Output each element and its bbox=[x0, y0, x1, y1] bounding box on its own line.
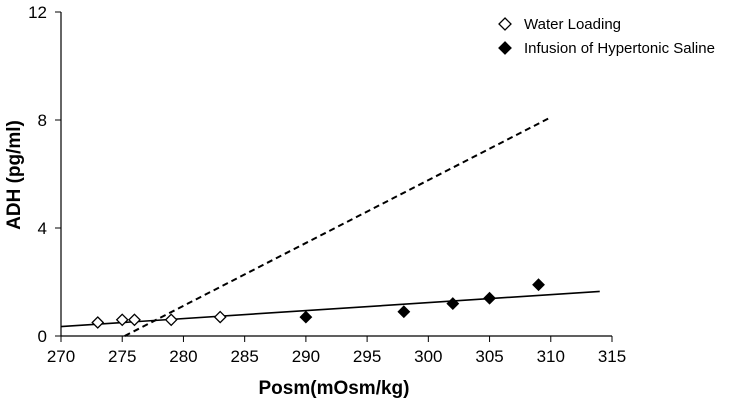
x-tick-label: 305 bbox=[475, 347, 503, 366]
y-tick-label: 4 bbox=[38, 219, 47, 238]
dashed-regression-line bbox=[124, 116, 552, 337]
hypertonic-saline-point bbox=[483, 291, 496, 305]
x-tick-label: 295 bbox=[353, 347, 381, 366]
solid-regression-line bbox=[60, 290, 600, 328]
x-tick-label: 300 bbox=[414, 347, 442, 366]
x-tick-label: 280 bbox=[169, 347, 197, 366]
water-loading-point bbox=[164, 313, 178, 327]
legend-marker-water-loading bbox=[498, 17, 512, 31]
water-loading-point bbox=[128, 313, 141, 327]
hypertonic-saline-point bbox=[299, 310, 313, 324]
x-tick-label: 315 bbox=[598, 347, 626, 366]
water-loading-point bbox=[91, 316, 105, 329]
water-loading-point bbox=[115, 313, 129, 327]
y-tick-label: 0 bbox=[38, 327, 47, 346]
legend-label-water-loading: Water Loading bbox=[524, 16, 621, 33]
hypertonic-saline-point bbox=[397, 305, 411, 319]
water-loading-point bbox=[213, 310, 227, 324]
x-axis-title: Posm(mOsm/kg) bbox=[259, 378, 410, 399]
axes-layer: 270 275 280 285 290 295 300 305 310 315 0 4 8 12 bbox=[28, 3, 626, 366]
x-tick-label: 270 bbox=[47, 347, 75, 366]
hypertonic-saline-point bbox=[532, 278, 545, 292]
x-tick-label: 310 bbox=[537, 347, 565, 366]
x-tick-label: 275 bbox=[108, 347, 136, 366]
y-tick-label: 8 bbox=[38, 111, 47, 130]
x-tick-label: 285 bbox=[230, 347, 258, 366]
legend-marker-hypertonic-saline bbox=[498, 41, 512, 55]
fit-lines-layer bbox=[60, 116, 600, 337]
hypertonic-saline-point bbox=[446, 297, 460, 311]
x-tick-label: 290 bbox=[292, 347, 320, 366]
legend: Water Loading Infusion of Hypertonic Sali… bbox=[498, 16, 715, 57]
y-axis-title: ADH (pg/ml) bbox=[4, 120, 25, 230]
y-tick-label: 12 bbox=[28, 3, 47, 22]
data-points-layer bbox=[91, 278, 545, 329]
legend-label-hypertonic-saline: Infusion of Hypertonic Saline bbox=[524, 40, 715, 57]
